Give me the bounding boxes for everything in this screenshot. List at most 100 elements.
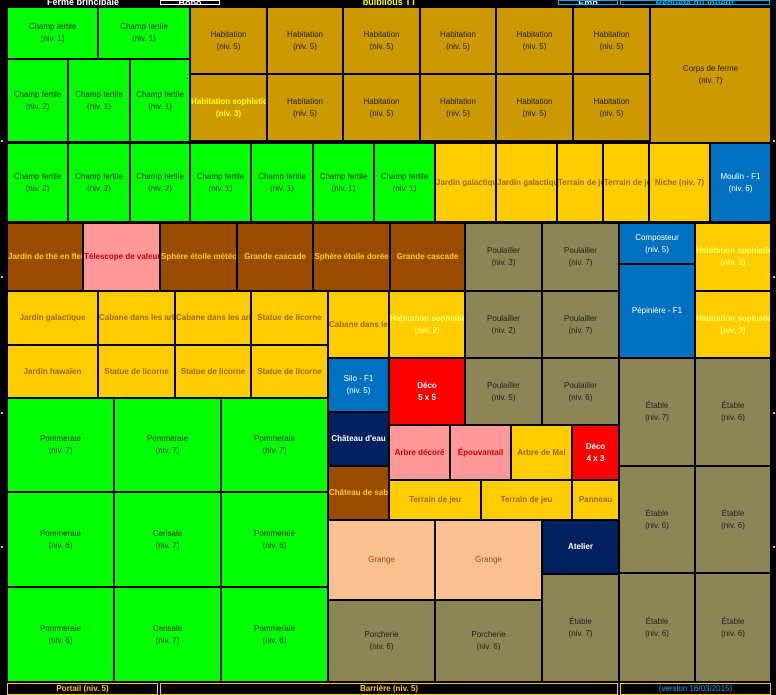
plot-silo[interactable]: Silo - F1 (niv. 5) <box>328 358 389 412</box>
plot-poulailler[interactable]: Poulailler (niv. 7) <box>542 223 619 291</box>
plot-terrain-de-jeu[interactable]: Terrain de jeu <box>389 480 481 520</box>
plot-etable[interactable]: Étable (niv. 6) <box>619 573 695 682</box>
plot-habitation[interactable]: Habitation (niv. 5) <box>190 7 267 74</box>
grid-tick <box>1 140 3 142</box>
plot-sphere-etoile-doree[interactable]: Sphère étoile dorée <box>313 223 390 291</box>
plot-champ-fertile[interactable]: Champ fertile (niv. 2) <box>7 59 68 142</box>
plot-etable[interactable]: Étable (niv. 6) <box>695 358 771 466</box>
plot-pommeraie[interactable]: Pommeraie (niv. 7) <box>114 398 221 492</box>
plot-statue-licorne[interactable]: Statue de licorne <box>251 291 328 345</box>
plot-sphere-etoile-meteore[interactable]: Sphère étoile météore <box>160 223 237 291</box>
plot-cabane-arbres[interactable]: Cabane dans les arbres <box>328 291 389 358</box>
grid-tick <box>773 140 775 142</box>
version-label: (version 16/03/2015) <box>620 683 771 695</box>
plot-cabane-arbres[interactable]: Cabane dans les arbres <box>98 291 175 345</box>
plot-grande-cascade[interactable]: Grande cascade <box>390 223 465 291</box>
plot-composteur[interactable]: Composteur (niv. 5) <box>619 223 695 264</box>
plot-champ-fertile[interactable]: Champ fertile (niv. 1) <box>7 7 98 59</box>
plot-grange[interactable]: Grange <box>435 520 542 600</box>
plot-pepiniere[interactable]: Pépinière - F1 <box>619 264 695 358</box>
plot-corps-de-ferme[interactable]: Corps de ferme (niv. 7) <box>650 7 771 143</box>
plot-jardin-de-the[interactable]: Jardin de thé en fleurs <box>7 223 83 291</box>
plot-statue-licorne[interactable]: Statue de licorne <box>175 345 251 398</box>
plot-habitation[interactable]: Habitation (niv. 5) <box>267 74 343 141</box>
plot-poulailler[interactable]: Poulailler (niv. 7) <box>542 291 619 358</box>
plot-grande-cascade[interactable]: Grande cascade <box>237 223 313 291</box>
plot-habitation[interactable]: Habitation (niv. 5) <box>343 74 420 141</box>
plot-porcherie[interactable]: Porcherie (niv. 6) <box>328 600 435 682</box>
plot-moulin[interactable]: Moulin - F1 (niv. 6) <box>710 143 771 222</box>
plot-poulailler[interactable]: Poulailler (niv. 2) <box>465 291 542 358</box>
plot-champ-fertile[interactable]: Champ fertile (niv. 1) <box>313 143 374 222</box>
plot-epouvantail[interactable]: Épouvantail <box>450 425 511 480</box>
plot-pommeraie[interactable]: Pommeraie (niv. 6) <box>7 492 114 587</box>
farm-title: Ferme principale <box>8 0 158 5</box>
plot-champ-fertile[interactable]: Champ fertile (niv. 1) <box>251 143 313 222</box>
plot-chateau-de-sable[interactable]: Château de sable <box>328 466 389 520</box>
plot-habitation-sophistiquee[interactable]: Habitation sophistiquée(niv. 2) <box>695 223 771 291</box>
plot-habitation[interactable]: Habitation (niv. 5) <box>573 74 650 141</box>
plot-etable[interactable]: Étable (niv. 6) <box>695 573 771 682</box>
plot-chateau-eau[interactable]: Château d'eau <box>328 412 389 466</box>
plot-jardin-galactique[interactable]: Jardin galactique <box>496 143 557 222</box>
plot-champ-fertile[interactable]: Champ fertile (niv. 1) <box>68 59 130 142</box>
plot-terrain-de-jeu[interactable]: Terrain de jeu <box>481 480 572 520</box>
plot-terrain-de-jeu[interactable]: Terrain de jeu <box>557 143 603 222</box>
plot-panneau[interactable]: Panneau <box>572 480 619 520</box>
plot-statue-licorne[interactable]: Statue de licorne <box>251 345 328 398</box>
plot-statue-licorne[interactable]: Statue de licorne <box>98 345 175 398</box>
plot-terrain-de-jeu[interactable]: Terrain de jeu <box>603 143 649 222</box>
plot-etable[interactable]: Étable (niv. 6) <box>619 466 695 573</box>
plot-cabane-arbres[interactable]: Cabane dans les arbres <box>175 291 251 345</box>
grid-tick <box>773 412 775 414</box>
plot-poulailler[interactable]: Poulailler (niv. 5) <box>465 358 542 425</box>
plot-habitation-sophistiquee[interactable]: Habitation sophistiquée(niv. 2) <box>389 291 465 358</box>
plot-habitation[interactable]: Habitation (niv. 5) <box>496 74 573 141</box>
plot-porcherie[interactable]: Porcherie (niv. 6) <box>435 600 542 682</box>
plot-etable[interactable]: Étable (niv. 6) <box>695 466 771 573</box>
plot-arbre-de-mai[interactable]: Arbre de Mai <box>511 425 572 480</box>
plot-habitation[interactable]: Habitation (niv. 5) <box>420 74 496 141</box>
plot-champ-fertile[interactable]: Champ fertile (niv. 1) <box>374 143 435 222</box>
plot-grange[interactable]: Grange <box>328 520 435 600</box>
plot-champ-fertile[interactable]: Champ fertile (niv. 2) <box>130 143 190 222</box>
plot-champ-fertile[interactable]: Champ fertile (niv. 2) <box>7 143 68 222</box>
portal-label: Portail (niv. 5) <box>7 683 158 695</box>
plot-pommeraie[interactable]: Pommeraie (niv. 6) <box>7 587 114 682</box>
plot-niche[interactable]: Niche (niv. 7) <box>649 143 710 222</box>
plot-arbre-decore[interactable]: Arbre décoré <box>389 425 450 480</box>
header-label-2: Bobo <box>160 0 220 5</box>
plot-habitation[interactable]: Habitation (niv. 5) <box>420 7 496 74</box>
plot-poulailler[interactable]: Poulailler (niv. 6) <box>542 358 619 425</box>
player-name: bulbilous TT <box>222 0 557 5</box>
plot-pommeraie[interactable]: Pommeraie (niv. 6) <box>221 587 328 682</box>
plot-champ-fertile[interactable]: Champ fertile (niv. 1) <box>190 143 251 222</box>
plot-cerisale[interactable]: Cerisale (niv. 7) <box>114 492 221 587</box>
plot-deco-5x5[interactable]: Déco 5 x 5 <box>389 358 465 425</box>
plot-pommeraie[interactable]: Pommeraie (niv. 7) <box>221 398 328 492</box>
plot-cerisale[interactable]: Cerisale (niv. 7) <box>114 587 221 682</box>
plot-jardin-galactique[interactable]: Jardin galactique <box>7 291 98 345</box>
grid-tick <box>773 276 775 278</box>
plot-habitation-sophistiquee[interactable]: Habitation sophistiquée(niv. 3) <box>695 291 771 358</box>
plot-champ-fertile[interactable]: Champ fertile (niv. 1) <box>130 59 190 142</box>
plot-champ-fertile[interactable]: Champ fertile (niv. 1) <box>98 7 190 59</box>
plot-habitation-sophistiquee[interactable]: Habitation sophistiquée(niv. 3) <box>190 74 267 141</box>
plot-jardin-galactique[interactable]: Jardin galactique <box>435 143 496 222</box>
plot-poulailler[interactable]: Poulailler (niv. 3) <box>465 223 542 291</box>
plot-pommeraie[interactable]: Pommeraie (niv. 6) <box>221 492 328 587</box>
plot-habitation[interactable]: Habitation (niv. 5) <box>267 7 343 74</box>
plot-etable[interactable]: Étable (niv. 7) <box>619 358 695 466</box>
plot-jardin-hawaien[interactable]: Jardin hawaïen <box>7 345 98 398</box>
plot-etable[interactable]: Étable (niv. 7) <box>542 574 619 682</box>
player-request-button[interactable]: Requête du joueur <box>620 0 770 5</box>
plot-habitation[interactable]: Habitation (niv. 5) <box>573 7 650 74</box>
plot-champ-fertile[interactable]: Champ fertile (niv. 2) <box>68 143 130 222</box>
plot-atelier[interactable]: Atelier <box>542 520 619 574</box>
plot-habitation[interactable]: Habitation (niv. 5) <box>496 7 573 74</box>
plot-habitation[interactable]: Habitation (niv. 5) <box>343 7 420 74</box>
plot-telescope[interactable]: Télescope de valeur <box>83 223 160 291</box>
plot-pommeraie[interactable]: Pommeraie (niv. 7) <box>7 398 114 492</box>
plot-deco-4x3[interactable]: Déco 4 x 3 <box>572 425 619 480</box>
